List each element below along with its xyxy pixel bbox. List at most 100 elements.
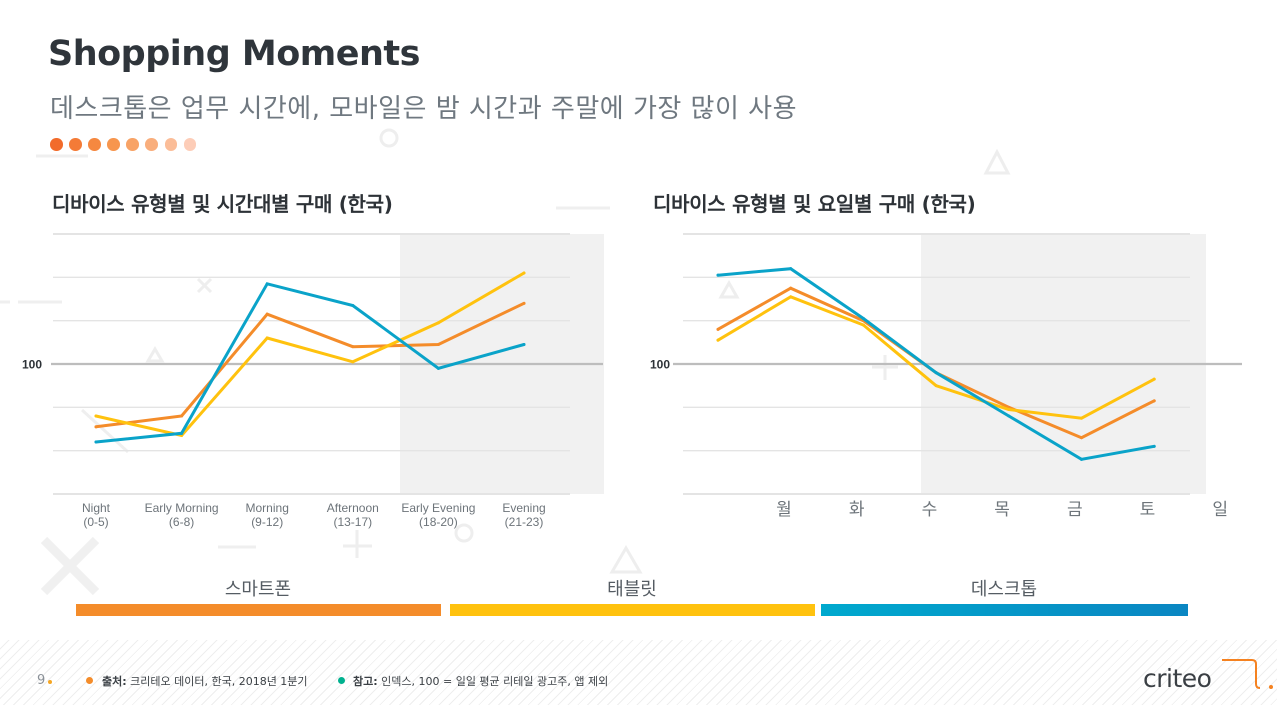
progress-dot (69, 138, 82, 151)
note-bullet-icon (338, 677, 345, 684)
x-tick-label-line: 토 (1140, 500, 1156, 519)
page-number: 9 (37, 673, 46, 688)
data-point-tablet (861, 323, 865, 327)
x-tick-label: Night (0-5) (82, 501, 111, 529)
legend-bar-desktop (821, 604, 1188, 616)
legend-label-desktop: 데스크톱 (970, 579, 1038, 600)
source-note: 출처: 크리테오 데이터, 한국, 2018년 1분기 (102, 673, 308, 689)
x-tick-label-line: Morning (246, 501, 289, 515)
data-point-smartphone (265, 312, 269, 316)
chart-title-time: 디바이스 유형별 및 시간대별 구매 (한국) (52, 192, 393, 216)
data-point-desktop (436, 366, 440, 370)
x-decoration-icon (196, 277, 213, 294)
x-tick-label-line: 금 (1067, 500, 1083, 519)
x-tick-label: 월 (776, 500, 792, 519)
data-point-tablet (716, 338, 720, 342)
x-tick-label-line: Early Morning (145, 501, 219, 515)
x-tick-label: 토 (1140, 500, 1156, 519)
legend-label-smartphone: 스마트폰 (224, 579, 292, 600)
progress-dot (145, 138, 158, 151)
triangle-decoration-icon (983, 148, 1011, 175)
triangle-decoration-icon (718, 279, 740, 299)
data-point-smartphone (94, 425, 98, 429)
legend-bar-tablet (450, 604, 815, 616)
y-tick-label: 100 (22, 358, 42, 372)
data-point-desktop (716, 273, 720, 277)
data-point-desktop (265, 282, 269, 286)
data-point-desktop (94, 440, 98, 444)
data-point-tablet (934, 384, 938, 388)
series-line-desktop (94, 282, 526, 444)
data-point-tablet (1152, 377, 1156, 381)
source-bullet-icon (86, 677, 93, 684)
x-tick-label: 금 (1067, 500, 1083, 519)
x-decoration-icon (40, 536, 100, 596)
progress-dot (164, 138, 178, 151)
data-point-desktop (1080, 457, 1083, 461)
note-label: 참고: (353, 675, 378, 688)
x-tick-label: 목 (994, 500, 1010, 519)
source-text: 크리테오 데이터, 한국, 2018년 1분기 (126, 675, 308, 688)
legend-label-tablet: 태블릿 (607, 579, 657, 600)
data-point-tablet (436, 321, 440, 325)
x-tick-label: 수 (922, 500, 938, 519)
data-point-tablet (351, 360, 355, 364)
x-tick-label: Early Morning (6-8) (145, 501, 219, 529)
x-tick-label: 일 (1212, 500, 1228, 519)
plus-decoration-icon (343, 530, 372, 558)
data-point-desktop (861, 317, 865, 320)
progress-dot (126, 138, 139, 151)
x-tick-label-line: 수 (922, 500, 938, 519)
x-tick-label-line: (13-17) (333, 515, 372, 529)
progress-dot (88, 138, 101, 151)
x-tick-label: Afternoon (13-17) (327, 501, 379, 529)
data-point-desktop (351, 304, 355, 307)
data-point-desktop (1152, 444, 1156, 448)
data-point-tablet (94, 414, 98, 418)
x-tick-label-line: 화 (849, 500, 865, 519)
page-number-dot (48, 680, 52, 684)
y-tick-label: 100 (650, 358, 670, 372)
note-text: 인덱스, 100 = 일일 평균 리테일 광고주, 앱 제외 (377, 675, 609, 688)
criteo-logo-bracket-icon (1222, 659, 1260, 689)
data-point-smartphone (180, 414, 184, 418)
x-tick-label-line: Night (82, 501, 111, 515)
x-tick-label-line: Afternoon (327, 501, 379, 515)
data-point-tablet (265, 336, 269, 340)
data-point-tablet (1007, 408, 1011, 411)
progress-dot (50, 138, 63, 151)
data-point-smartphone (522, 301, 526, 305)
progress-dots (50, 138, 197, 151)
data-point-desktop (522, 343, 526, 346)
criteo-logo: criteo (1143, 664, 1212, 693)
x-tick-label-line: Evening (502, 501, 545, 515)
x-tick-label: Early Evening (18-20) (401, 501, 475, 529)
data-point-desktop (1007, 414, 1011, 418)
plus-decoration-icon (872, 355, 898, 380)
series-line-smartphone (94, 301, 526, 429)
footer-background (0, 640, 1277, 705)
ring-decoration-icon (379, 128, 399, 148)
data-point-desktop (934, 371, 938, 375)
data-point-smartphone (716, 327, 720, 331)
x-tick-label-line: 목 (994, 500, 1010, 519)
chart-title-weekday: 디바이스 유형별 및 요일별 구매 (한국) (653, 192, 976, 216)
data-point-smartphone (789, 286, 793, 290)
data-point-smartphone (351, 345, 355, 349)
data-point-smartphone (1080, 436, 1083, 440)
page-subtitle: 데스크톱은 업무 시간에, 모바일은 밤 시간과 주말에 가장 많이 사용 (50, 94, 797, 124)
criteo-logo-dot-icon (1269, 685, 1273, 689)
progress-dot (183, 138, 197, 151)
x-tick-label-line: (6-8) (169, 515, 194, 529)
legend-bar-smartphone (76, 604, 441, 616)
data-point-desktop (180, 431, 184, 435)
x-tick-label-line: Early Evening (401, 501, 475, 515)
data-point-tablet (1080, 416, 1083, 420)
ring-decoration-icon (454, 523, 474, 543)
x-tick-label-line: (0-5) (83, 515, 108, 529)
x-tick-label-line: 월 (776, 500, 792, 519)
data-point-smartphone (436, 343, 440, 346)
